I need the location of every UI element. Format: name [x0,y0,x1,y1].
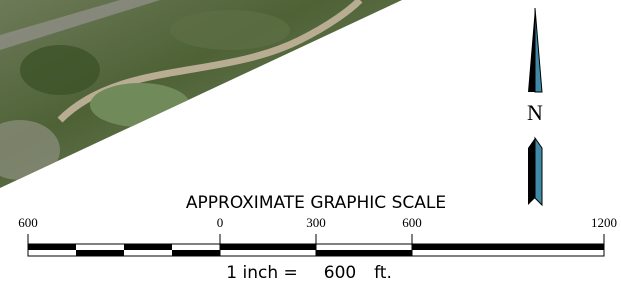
scale-label: 600 [402,215,422,230]
scale-caption: ft. [374,263,392,283]
scale-label: 600 [18,215,38,230]
scale-label: 1200 [591,215,617,230]
scale-label: 0 [217,215,224,230]
map: N APPROXIMATE GRAPHIC SCALE 600 0 300 60… [0,0,621,286]
scale-caption: 1 inch = [226,263,298,283]
scale-title: APPROXIMATE GRAPHIC SCALE [186,193,446,213]
north-label: N [527,100,543,125]
scale-bar: APPROXIMATE GRAPHIC SCALE 600 0 300 600 … [18,193,617,283]
north-arrow: N [527,8,543,205]
scale-caption: 600 [324,263,356,283]
scale-label: 300 [306,215,326,230]
aerial-image [0,0,402,190]
